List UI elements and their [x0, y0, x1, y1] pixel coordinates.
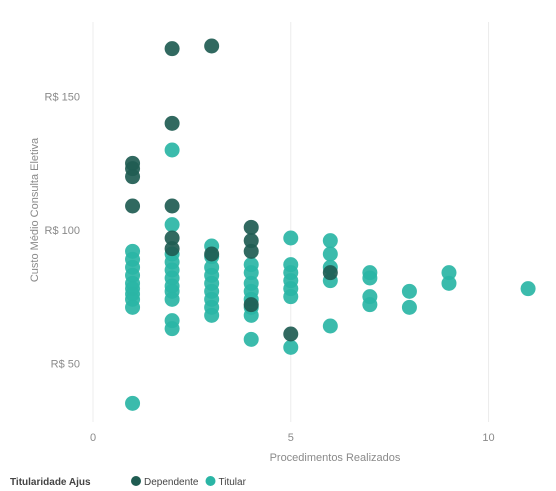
data-point-titular[interactable] — [204, 307, 220, 323]
legend-items: Dependente Titular — [131, 476, 247, 488]
data-point-titular[interactable] — [243, 331, 259, 347]
data-point-titular[interactable] — [322, 246, 338, 262]
data-point-titular[interactable] — [441, 265, 457, 281]
data-points[interactable] — [125, 38, 536, 411]
data-point-titular[interactable] — [520, 281, 536, 297]
data-point-dependente[interactable] — [243, 219, 259, 235]
y-tick-label: R$ 50 — [51, 358, 80, 370]
data-point-titular[interactable] — [164, 142, 180, 158]
data-point-dependente[interactable] — [125, 169, 141, 185]
data-point-dependente[interactable] — [204, 38, 220, 54]
data-point-titular[interactable] — [401, 299, 417, 315]
data-point-dependente[interactable] — [283, 326, 299, 342]
x-tick-label: 5 — [288, 432, 294, 444]
data-point-titular[interactable] — [164, 291, 180, 307]
y-axis-title: Custo Médio Consulta Eletiva — [29, 137, 41, 282]
legend-title: Titularidade Ajus — [10, 477, 91, 488]
data-point-titular[interactable] — [283, 289, 299, 305]
data-point-titular[interactable] — [125, 395, 141, 411]
data-point-titular[interactable] — [362, 297, 378, 313]
data-point-titular[interactable] — [322, 233, 338, 249]
legend-label-titular: Titular — [219, 477, 247, 488]
data-point-dependente[interactable] — [164, 241, 180, 257]
legend-label-dependente: Dependente — [144, 477, 199, 488]
legend-marker-dependente — [131, 476, 141, 486]
data-point-dependente[interactable] — [243, 233, 259, 249]
data-point-titular[interactable] — [164, 321, 180, 337]
data-point-dependente[interactable] — [243, 297, 259, 313]
y-tick-label: R$ 150 — [45, 92, 80, 104]
data-point-dependente[interactable] — [243, 243, 259, 259]
legend-marker-titular — [205, 476, 216, 486]
data-point-titular[interactable] — [283, 339, 299, 355]
x-tick-label: 0 — [90, 432, 96, 444]
data-point-titular[interactable] — [243, 307, 259, 323]
data-point-titular[interactable] — [243, 265, 259, 281]
data-point-titular[interactable] — [441, 275, 457, 291]
data-point-dependente[interactable] — [164, 198, 180, 214]
data-point-titular[interactable] — [362, 270, 378, 286]
tick-labels: 0 5 10 R$ 50 R$ 100 R$ 150 — [45, 92, 495, 444]
data-point-titular[interactable] — [125, 299, 141, 315]
data-point-dependente[interactable] — [164, 230, 180, 246]
y-tick-label: R$ 100 — [45, 225, 80, 237]
data-point-dependente[interactable] — [164, 115, 180, 131]
x-axis-title: Procedimentos Realizados — [270, 452, 401, 464]
data-point-titular[interactable] — [322, 318, 338, 334]
data-point-dependente[interactable] — [322, 265, 338, 281]
data-point-titular[interactable] — [283, 230, 299, 246]
x-tick-label: 10 — [482, 432, 494, 444]
gridlines — [92, 22, 490, 422]
data-point-titular[interactable] — [164, 217, 180, 233]
legend: Titularidade Ajus Dependente Titular — [10, 476, 247, 488]
data-point-dependente[interactable] — [125, 198, 141, 214]
data-point-titular[interactable] — [401, 283, 417, 299]
data-point-dependente[interactable] — [164, 41, 180, 57]
data-point-dependente[interactable] — [204, 246, 220, 262]
